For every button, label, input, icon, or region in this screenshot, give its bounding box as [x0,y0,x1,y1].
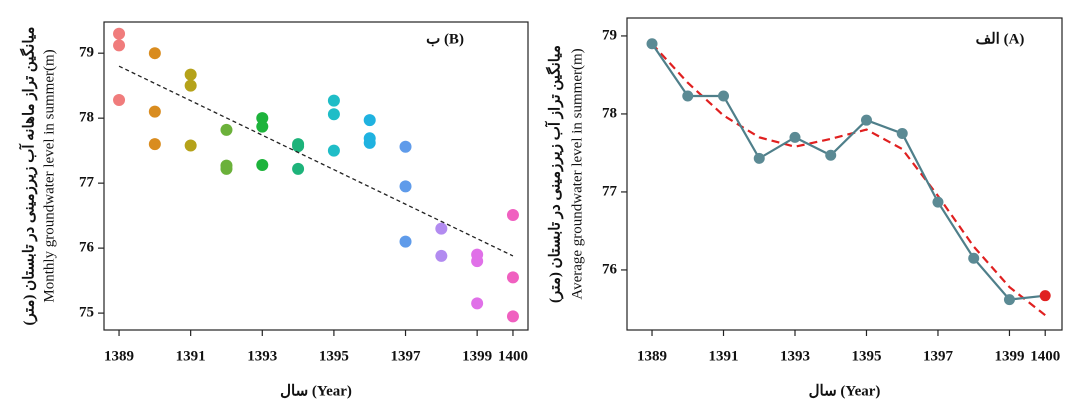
x-tick-label: 1400 [1030,348,1060,364]
x-tick-label: 1395 [851,348,881,364]
point [113,39,126,52]
y-axis-label: میانگین تراز ماهانه آب زیرزمینی در تابست… [18,27,37,326]
panel-title: ب (B) [426,31,464,47]
point [327,94,340,107]
point [753,152,765,164]
trend-line [651,42,1046,317]
x-tick-label: 1397 [391,348,422,364]
point [825,149,837,161]
y-tick-label: 78 [79,110,94,126]
x-tick-label: 1393 [780,348,810,364]
point [363,114,376,127]
point [860,114,872,126]
point [435,249,448,262]
point [896,127,908,139]
y-tick-label: 77 [602,183,618,199]
x-tick-label: 1391 [176,348,206,364]
x-axis-label: سال (Year) [809,383,881,399]
y-axis-label: Average groundwater level in summer(m) [569,48,585,299]
point [256,120,269,133]
point [148,138,161,151]
point [471,255,484,268]
point [932,196,944,208]
plot-frame [626,17,1063,331]
x-tick-label: 1400 [498,348,528,364]
x-tick-label: 1397 [923,348,954,364]
x-tick-label: 1389 [104,348,134,364]
y-tick-label: 76 [602,261,618,277]
trend-line [118,65,514,257]
point [327,144,340,157]
x-tick-label: 1395 [319,348,349,364]
point [506,310,519,323]
point [399,140,412,153]
y-tick-label: 75 [79,305,94,321]
point [148,105,161,118]
point [256,112,269,125]
point [184,79,197,92]
x-tick-label: 1393 [247,348,277,364]
y-tick-label: 78 [602,105,617,121]
point [292,140,305,153]
y-tick-label: 79 [602,27,617,43]
y-axis-label: میانگین تراز آب زیرزمینی در تابستان (متر… [544,45,563,303]
x-tick-label: 1391 [709,348,739,364]
point [184,68,197,81]
point [506,208,519,221]
panel-title: الف (A) [976,31,1025,47]
series-line [651,43,1046,301]
point [113,27,126,40]
point [968,252,980,264]
x-tick-label: 1389 [637,348,667,364]
point [363,136,376,149]
x-tick-label: 1399 [462,348,492,364]
point [399,235,412,248]
point [1039,290,1051,302]
point [682,90,694,102]
plot-frame [103,21,529,331]
y-tick-label: 77 [79,175,95,191]
y-tick-label: 79 [79,45,94,61]
point [220,123,233,136]
point [292,162,305,175]
point [399,180,412,193]
point [113,93,126,106]
point [435,222,448,235]
point [256,158,269,171]
y-tick-label: 76 [79,240,95,256]
point [471,297,484,310]
point [148,47,161,60]
point [184,139,197,152]
point [1003,294,1015,306]
point [220,162,233,175]
x-axis-label: سال (Year) [280,383,352,399]
point [646,38,658,50]
point [506,271,519,284]
point [718,90,730,102]
point [789,131,801,143]
point [327,108,340,121]
y-axis-label: Monthly groundwater level in summer(m) [41,49,57,302]
x-tick-label: 1399 [994,348,1024,364]
